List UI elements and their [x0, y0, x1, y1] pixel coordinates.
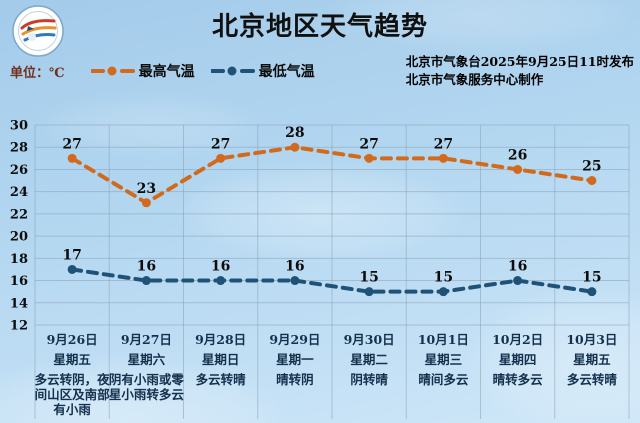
- x-weather-label: 晴转阴: [276, 372, 314, 387]
- value-label: 16: [211, 259, 230, 275]
- value-label: 27: [62, 136, 81, 152]
- x-date-label: 10月1日: [418, 332, 469, 347]
- max-temp-point: [216, 153, 226, 163]
- min-temp-point: [364, 287, 374, 297]
- min-temp-point: [438, 287, 448, 297]
- min-temp-point: [216, 276, 226, 286]
- meteorological-service-logo-icon: [12, 5, 64, 57]
- unit-label: 单位：℃: [10, 65, 65, 81]
- y-axis-tick-label: 24: [10, 185, 28, 200]
- value-label: 27: [434, 136, 453, 152]
- max-temp-point: [438, 153, 448, 163]
- max-temp-point: [513, 164, 523, 174]
- max-temp-point: [67, 153, 77, 163]
- issuer-info: 北京市气象台2025年9月25日11时发布 北京市气象服务中心制作: [406, 53, 634, 89]
- y-axis-tick-label: 28: [10, 141, 28, 156]
- x-weather-label: 多云转晴: [567, 372, 618, 387]
- x-date-label: 10月3日: [566, 332, 617, 347]
- value-label: 16: [285, 259, 304, 275]
- min-temp-line: [70, 267, 594, 294]
- y-axis-tick-label: 14: [10, 296, 28, 311]
- x-weekday-label: 星期三: [425, 352, 463, 367]
- x-weekday-label: 星期日: [202, 352, 240, 367]
- legend-item-max-temp: 最高气温: [90, 61, 195, 81]
- x-weekday-label: 星期四: [499, 352, 537, 367]
- min-temp-point: [587, 287, 597, 297]
- y-axis-tick-label: 26: [10, 163, 28, 178]
- x-weather-label: 晴间多云: [418, 372, 469, 387]
- x-date-label: 9月26日: [47, 332, 98, 347]
- chart-meta-row: 单位：℃ 最高气温 最低气温 北京市气象台2025年9月25日: [0, 52, 640, 90]
- min-temp-line-swatch-icon: [210, 66, 255, 76]
- min-temp-point: [290, 276, 300, 286]
- value-label: 26: [508, 147, 527, 163]
- x-weather-label: 有小雨: [53, 402, 91, 417]
- x-weather-label: 星小雨转多云: [109, 387, 185, 402]
- x-weather-label: 阴转晴: [350, 372, 388, 387]
- value-label: 25: [582, 159, 601, 175]
- max-temp-point: [141, 198, 151, 208]
- x-weather-label: 阴有小雨或零: [109, 372, 185, 387]
- max-temp-line: [70, 145, 594, 206]
- x-weather-label: 间山区及南部: [35, 387, 111, 402]
- x-date-label: 9月28日: [195, 332, 246, 347]
- value-label: 16: [137, 259, 156, 275]
- value-label: 27: [211, 136, 230, 152]
- x-weekday-label: 星期五: [53, 352, 91, 367]
- issuer-line-2: 北京市气象服务中心制作: [405, 72, 544, 87]
- x-date-label: 9月27日: [121, 332, 172, 347]
- y-axis-tick-label: 20: [10, 230, 28, 245]
- value-label: 17: [62, 247, 81, 263]
- legend-label-min-temp: 最低气温: [258, 64, 315, 80]
- legend-item-min-temp: 最低气温: [210, 61, 315, 81]
- max-temp-line-swatch-icon: [90, 66, 135, 76]
- min-temp-point: [67, 264, 77, 274]
- x-date-label: 10月2日: [492, 332, 543, 347]
- value-label: 16: [508, 259, 527, 275]
- x-weekday-label: 星期二: [350, 352, 388, 367]
- min-temp-point: [141, 276, 151, 286]
- value-label: 27: [359, 136, 378, 152]
- max-temp-point: [587, 176, 597, 186]
- y-axis-tick-label: 18: [10, 252, 28, 267]
- x-date-label: 9月30日: [344, 332, 395, 347]
- issuer-line-1: 北京市气象台2025年9月25日11时发布: [405, 53, 634, 69]
- x-weather-label: 晴转多云: [493, 372, 544, 387]
- y-axis-tick-label: 12: [10, 319, 28, 334]
- y-axis-tick-label: 16: [10, 274, 28, 289]
- value-label: 23: [137, 181, 156, 197]
- value-label: 15: [582, 270, 601, 286]
- chart-legend: 最高气温 最低气温: [90, 61, 315, 81]
- max-temp-point: [364, 153, 374, 163]
- x-weekday-label: 星期一: [276, 352, 314, 367]
- x-weather-label: 多云转阴，夜: [35, 372, 111, 387]
- x-weather-label: 多云转晴: [196, 372, 247, 387]
- x-weekday-label: 星期五: [573, 352, 611, 367]
- y-axis-tick-label: 30: [10, 119, 28, 134]
- min-temp-point: [513, 276, 523, 286]
- max-temp-point: [290, 142, 300, 152]
- x-weekday-label: 星期六: [128, 352, 166, 367]
- x-date-label: 9月29日: [269, 332, 320, 347]
- value-label: 15: [359, 270, 378, 286]
- value-label: 28: [285, 125, 304, 141]
- value-label: 15: [434, 270, 453, 286]
- y-axis-tick-label: 22: [10, 207, 28, 222]
- legend-label-max-temp: 最高气温: [138, 64, 195, 80]
- page-title: 北京地区天气趋势: [211, 12, 428, 42]
